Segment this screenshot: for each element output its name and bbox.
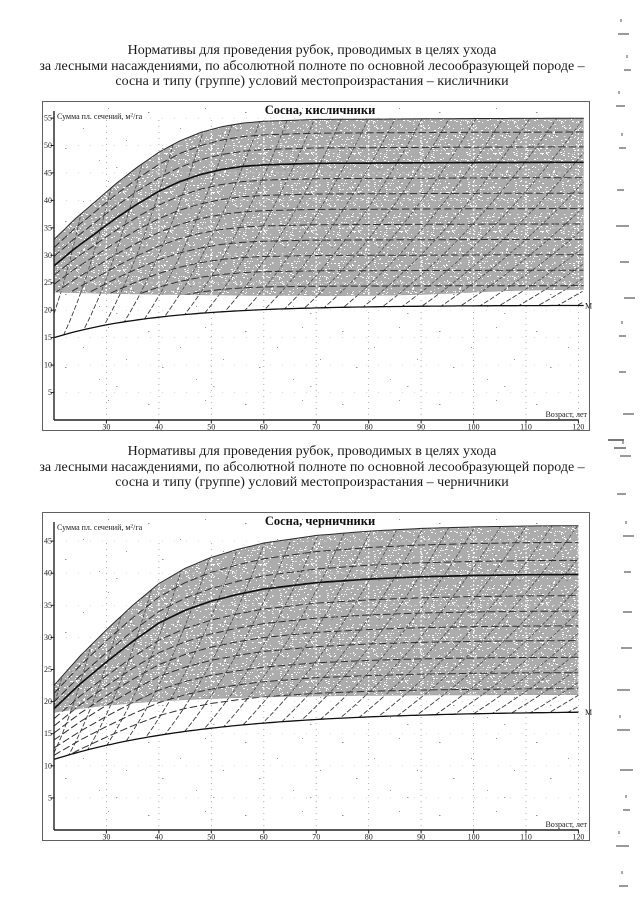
svg-text:80: 80 xyxy=(365,833,373,842)
svg-text:30: 30 xyxy=(44,251,52,260)
svg-text:120: 120 xyxy=(572,833,584,842)
svg-text:35: 35 xyxy=(44,601,52,610)
svg-text:М: М xyxy=(585,708,592,717)
svg-text:30: 30 xyxy=(102,423,110,432)
svg-text:М: М xyxy=(585,302,592,311)
svg-text:15: 15 xyxy=(44,729,52,738)
svg-text:100: 100 xyxy=(468,423,480,432)
svg-text:Сумма пл. сечений, м2/га: Сумма пл. сечений, м2/га xyxy=(57,112,143,121)
svg-text:Возраст, лет: Возраст, лет xyxy=(545,410,587,419)
svg-text:110: 110 xyxy=(520,833,532,842)
svg-text:45: 45 xyxy=(44,168,52,177)
svg-text:40: 40 xyxy=(155,833,163,842)
svg-text:45: 45 xyxy=(44,537,52,546)
svg-text:10: 10 xyxy=(44,361,52,370)
svg-text:10: 10 xyxy=(44,761,52,770)
svg-text:35: 35 xyxy=(44,223,52,232)
svg-text:5: 5 xyxy=(48,388,52,397)
svg-text:55: 55 xyxy=(44,114,52,123)
svg-text:100: 100 xyxy=(468,833,480,842)
svg-text:60: 60 xyxy=(260,833,268,842)
svg-text:50: 50 xyxy=(207,833,215,842)
svg-text:20: 20 xyxy=(44,306,52,315)
svg-text:80: 80 xyxy=(365,423,373,432)
svg-text:60: 60 xyxy=(260,423,268,432)
svg-text:Возраст, лет: Возраст, лет xyxy=(545,820,587,829)
svg-text:Сумма пл. сечений, м2/га: Сумма пл. сечений, м2/га xyxy=(57,523,143,532)
svg-text:90: 90 xyxy=(417,833,425,842)
svg-text:120: 120 xyxy=(572,423,584,432)
svg-text:15: 15 xyxy=(44,333,52,342)
svg-text:30: 30 xyxy=(102,833,110,842)
svg-text:50: 50 xyxy=(44,141,52,150)
svg-text:25: 25 xyxy=(44,665,52,674)
svg-text:5: 5 xyxy=(48,793,52,802)
svg-text:25: 25 xyxy=(44,278,52,287)
svg-text:90: 90 xyxy=(417,423,425,432)
svg-text:40: 40 xyxy=(155,423,163,432)
svg-text:70: 70 xyxy=(312,833,320,842)
svg-text:30: 30 xyxy=(44,633,52,642)
svg-text:40: 40 xyxy=(44,196,52,205)
svg-text:70: 70 xyxy=(312,423,320,432)
svg-text:50: 50 xyxy=(207,423,215,432)
svg-text:40: 40 xyxy=(44,569,52,578)
svg-text:110: 110 xyxy=(520,423,532,432)
svg-text:20: 20 xyxy=(44,697,52,706)
